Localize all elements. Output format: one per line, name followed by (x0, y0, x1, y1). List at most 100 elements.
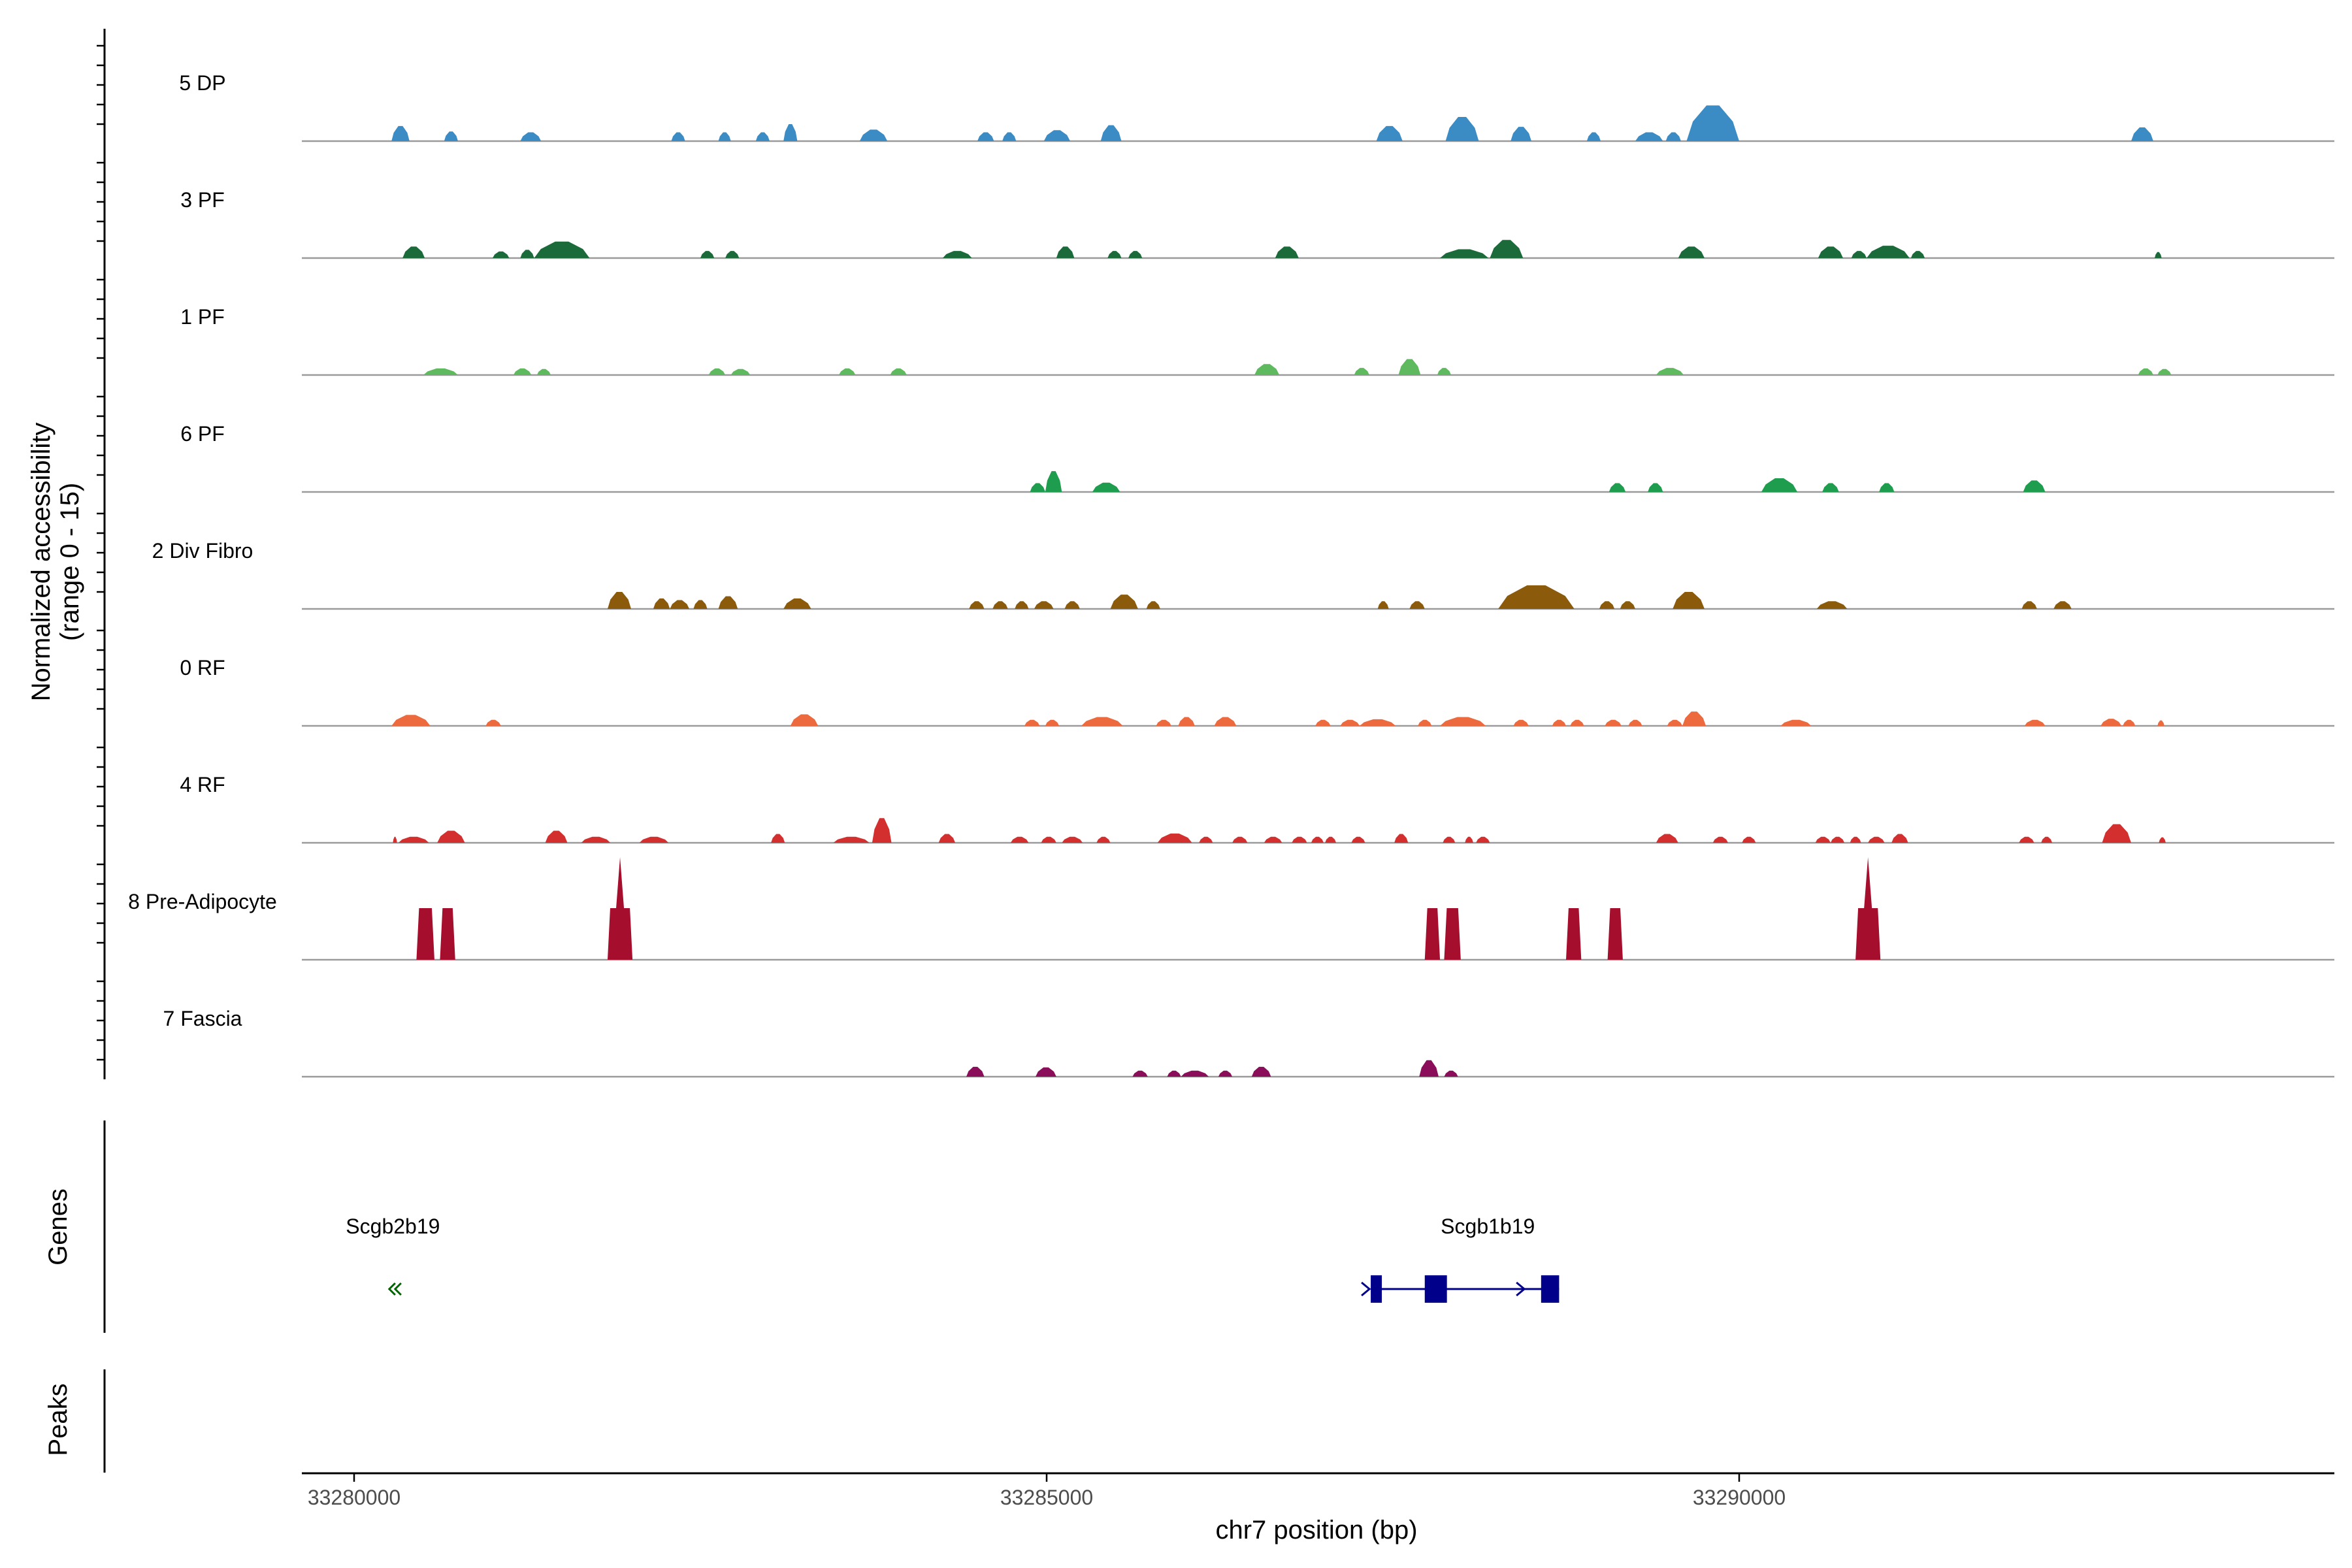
peak-area (1656, 834, 1678, 843)
peak-spike (1864, 857, 1872, 908)
peak-area (1132, 1070, 1148, 1077)
peak-area (2041, 836, 2053, 843)
peak-area (1419, 1060, 1439, 1077)
peak-area (1440, 717, 1486, 726)
peak-area (444, 131, 458, 141)
track-label: 8 Pre-Adipocyte (128, 890, 277, 913)
peak-area (1128, 251, 1143, 258)
peak-area (1586, 132, 1601, 141)
peak-area (859, 129, 888, 141)
peak-area (1822, 483, 1839, 492)
peak-area (1045, 471, 1062, 492)
peak-area (1254, 364, 1280, 375)
peak-area (1465, 836, 1473, 843)
peak-area (2053, 601, 2072, 609)
peak-area (545, 830, 568, 843)
peak-area (1443, 836, 1456, 843)
peak-area (1315, 719, 1331, 726)
peak-area (1440, 249, 1489, 258)
track-5-dp: 5 DP (179, 71, 2334, 142)
peak-area (1157, 833, 1192, 843)
peak-area (1156, 719, 1171, 726)
peak-area (1850, 836, 1861, 843)
peak-area (1742, 836, 1756, 843)
peak-area (1673, 591, 1705, 609)
peak-area (992, 601, 1008, 609)
genes-label: Genes (44, 1188, 73, 1266)
peak-area (2159, 837, 2166, 843)
peak-area (1437, 368, 1452, 375)
strand-arrow (387, 1282, 396, 1296)
peak-block (1607, 908, 1623, 960)
peak-area (1178, 717, 1195, 726)
peak-area (730, 368, 751, 375)
peak-area (653, 598, 670, 609)
peak-area (536, 368, 551, 375)
peak-area (1851, 251, 1867, 258)
peak-area (1816, 601, 1848, 609)
peak-area (1444, 1070, 1458, 1077)
peak-area (398, 836, 429, 843)
peaks-label: Peaks (44, 1383, 73, 1456)
peak-area (1818, 246, 1843, 258)
peak-area (1445, 117, 1479, 141)
peak-area (725, 251, 740, 258)
peak-area (755, 132, 770, 141)
peak-area (1513, 719, 1529, 726)
peak-area (1354, 368, 1369, 375)
peak-area (1868, 836, 1885, 843)
peak-block (607, 908, 633, 960)
peak-area (1100, 125, 1122, 141)
peak-area (1275, 246, 1299, 258)
peak-area (2023, 480, 2046, 492)
peak-area (1107, 251, 1122, 258)
peak-area (1030, 483, 1045, 492)
track-0-rf: 0 RF (180, 656, 2334, 727)
track-8-pre-adipocyte: 8 Pre-Adipocyte (128, 857, 2334, 961)
peak-area (2021, 601, 2037, 609)
peak-area (485, 719, 501, 726)
peak-area (2024, 719, 2046, 726)
peak-area (670, 600, 690, 609)
gene-scgb2b19: Scgb2b19 (346, 1215, 440, 1296)
track-1-pf: 1 PF (180, 305, 2334, 376)
peak-area (639, 836, 669, 843)
peak-area (1418, 719, 1432, 726)
peak-area (1552, 719, 1566, 726)
peak-area (718, 596, 738, 609)
peak-area (1628, 719, 1642, 726)
track-4-rf: 4 RF (180, 773, 2334, 844)
peak-area (607, 591, 631, 609)
peak-area (1024, 719, 1040, 726)
peak-area (1665, 132, 1681, 141)
peak-area (2157, 720, 2164, 726)
peak-area (1199, 836, 1213, 843)
peak-area (1010, 836, 1029, 843)
peak-area (1678, 246, 1705, 258)
peak-spike (616, 857, 625, 908)
peak-area (977, 132, 994, 141)
peak-area (783, 598, 811, 609)
peak-area (1092, 482, 1120, 492)
peak-area (872, 818, 892, 843)
peak-area (1712, 836, 1729, 843)
peak-area (1682, 711, 1707, 726)
track-7-fascia: 7 Fascia (163, 1007, 2334, 1078)
strand-arrow (1516, 1281, 1526, 1297)
peak-block (1566, 908, 1582, 960)
peak-area (833, 836, 870, 843)
x-tick-label: 33280000 (308, 1486, 400, 1509)
peak-area (1264, 836, 1282, 843)
y-axes (97, 29, 106, 1473)
peak-area (2100, 719, 2122, 726)
peak-area (1218, 1070, 1233, 1077)
peak-area (1761, 478, 1798, 492)
peak-area (581, 836, 611, 843)
peak-area (1110, 595, 1138, 609)
peak-area (1034, 601, 1054, 609)
strand-arrow (393, 1282, 402, 1296)
peak-area (966, 1066, 985, 1077)
y-axis-title-line1: Normalized accessibility (27, 423, 56, 702)
gene-exon (1371, 1275, 1382, 1303)
peak-area (1635, 132, 1663, 141)
